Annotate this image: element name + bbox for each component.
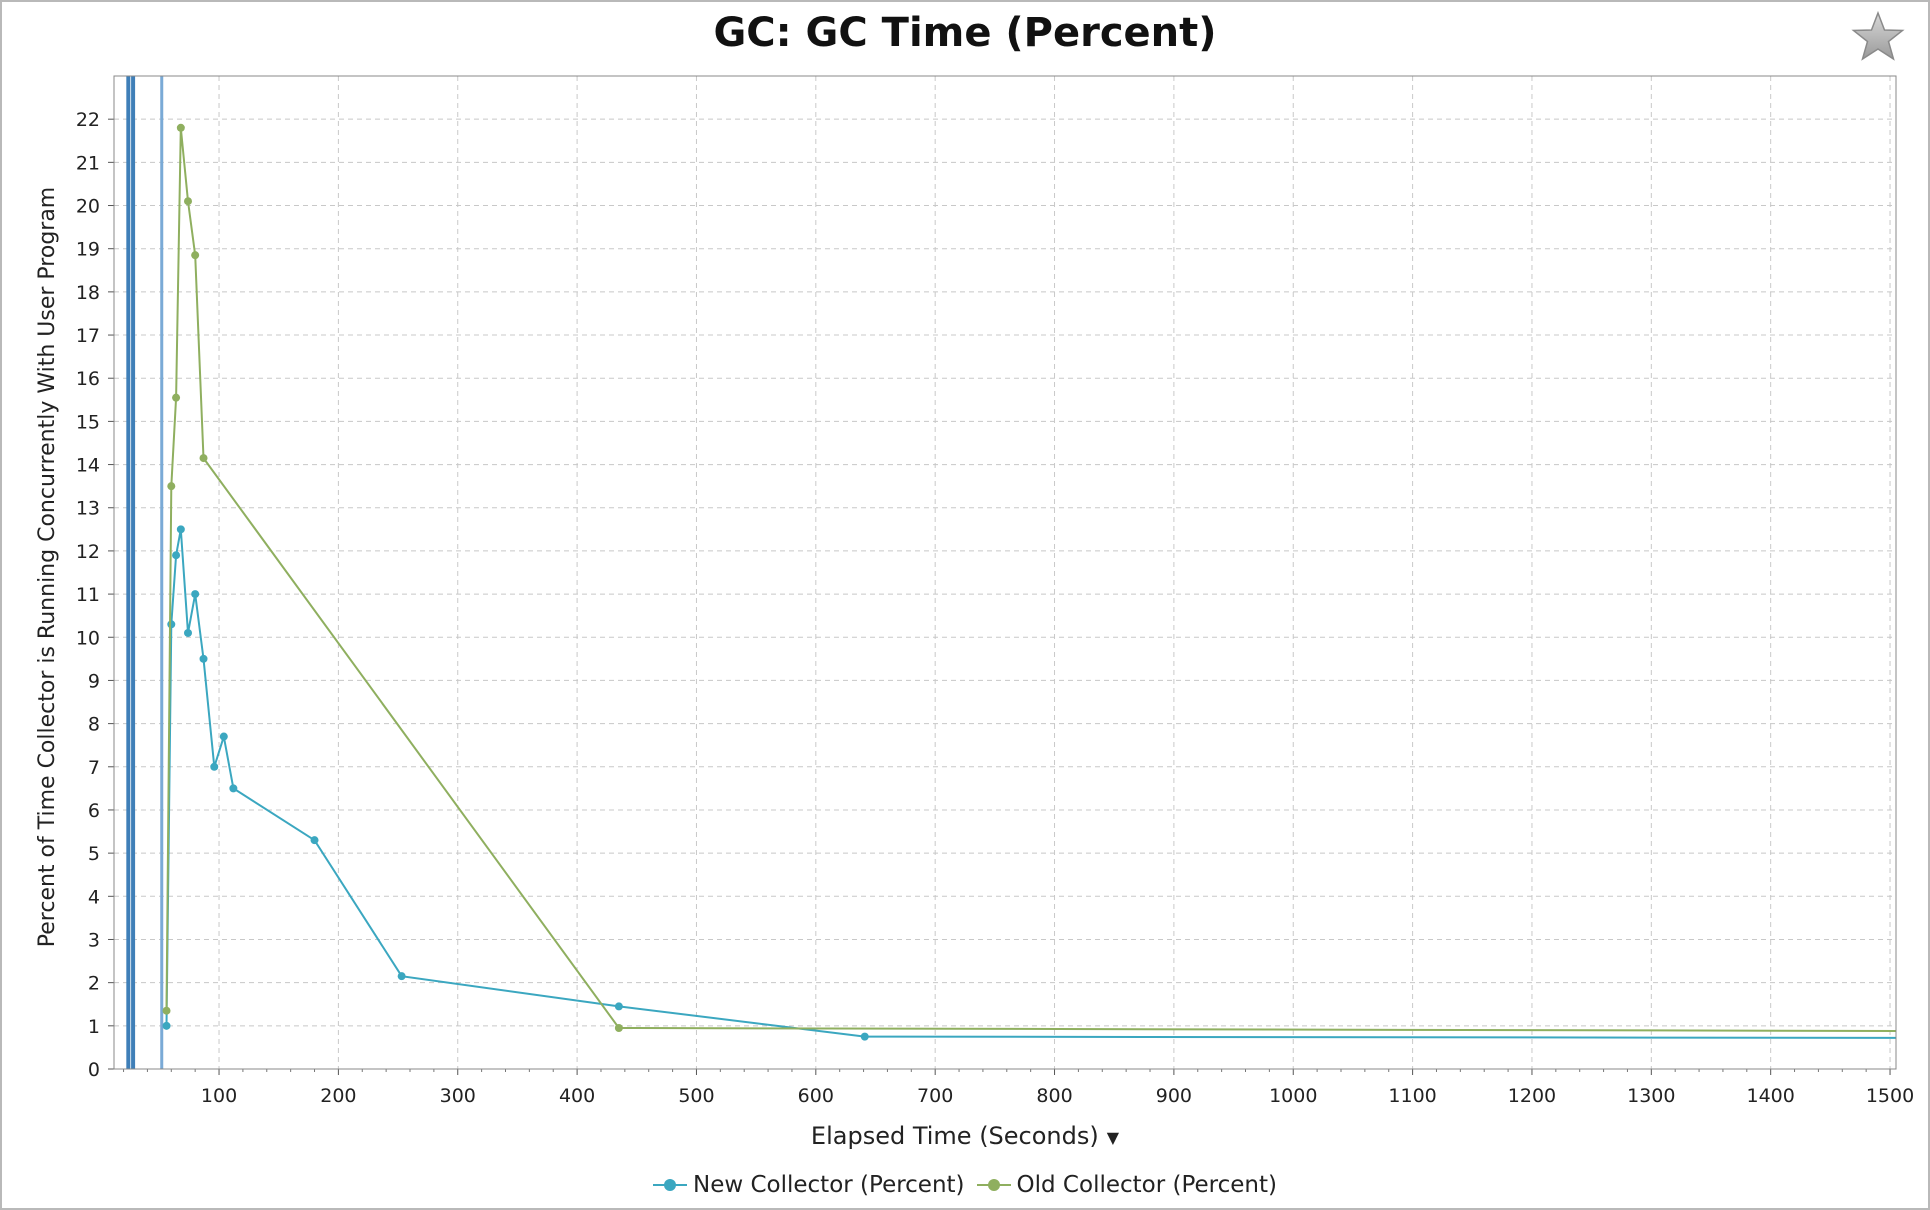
data-point — [176, 525, 185, 534]
x-tick-label: 500 — [678, 1085, 714, 1107]
y-tick-label: 10 — [76, 627, 100, 649]
y-tick-label: 18 — [76, 282, 100, 304]
data-point — [184, 628, 193, 637]
x-tick-label: 300 — [440, 1085, 476, 1107]
y-tick-label: 16 — [76, 368, 100, 390]
x-tick-label: 200 — [320, 1085, 356, 1107]
x-tick-label: 1200 — [1508, 1085, 1556, 1107]
x-axis-label[interactable]: Elapsed Time (Seconds) — [810, 1122, 1099, 1150]
x-tick-label: 100 — [201, 1085, 237, 1107]
chevron-down-icon[interactable]: ▼ — [1106, 1127, 1120, 1147]
plot-border — [113, 75, 1897, 1070]
y-tick-label: 14 — [76, 455, 100, 477]
vertical-markers — [126, 76, 164, 1069]
data-point — [310, 836, 319, 845]
y-axis-label: Percent of Time Collector is Running Con… — [35, 187, 60, 947]
y-tick-label: 5 — [88, 843, 100, 865]
data-point — [199, 654, 208, 663]
y-tick-label: 3 — [88, 929, 100, 951]
y-tick-label: 1 — [88, 1016, 100, 1038]
x-tick-label: 1000 — [1269, 1085, 1317, 1107]
chart-title: GC: GC Time (Percent) — [713, 10, 1217, 56]
data-point — [397, 972, 406, 981]
y-tick-label: 22 — [76, 109, 100, 131]
legend-swatch — [976, 1178, 1011, 1192]
grid — [114, 76, 1896, 1069]
legend-item[interactable]: New Collector (Percent) — [653, 1172, 965, 1198]
data-point — [191, 590, 200, 599]
series-0 — [162, 525, 1897, 1041]
data-point — [162, 1021, 171, 1030]
data-point — [219, 732, 228, 741]
y-tick-label: 9 — [88, 670, 100, 692]
data-point — [860, 1032, 869, 1041]
y-tick-label: 13 — [76, 498, 100, 520]
series-1 — [162, 123, 1897, 1032]
x-tick-label: 1300 — [1627, 1085, 1675, 1107]
legend-label: New Collector (Percent) — [693, 1172, 965, 1198]
y-tick-label: 8 — [88, 714, 100, 736]
y-tick-label: 2 — [88, 973, 100, 995]
y-tick-label: 6 — [88, 800, 100, 822]
y-tick-label: 0 — [88, 1059, 100, 1081]
data-point — [184, 197, 193, 206]
y-tick-label: 11 — [76, 584, 100, 606]
y-tick-label: 17 — [76, 325, 100, 347]
data-point — [199, 454, 208, 463]
plot-background — [114, 76, 1896, 1069]
y-tick-label: 19 — [76, 239, 100, 261]
x-tick-label: 800 — [1036, 1085, 1072, 1107]
x-tick-label: 1500 — [1866, 1085, 1914, 1107]
data-point — [176, 123, 185, 132]
x-tick-label: 700 — [917, 1085, 953, 1107]
y-tick-label: 20 — [76, 196, 100, 218]
x-tick-label: 900 — [1156, 1085, 1192, 1107]
data-point — [162, 1006, 171, 1015]
y-tick-label: 15 — [76, 411, 100, 433]
data-point — [210, 762, 219, 771]
y-tick-label: 12 — [76, 541, 100, 563]
data-point — [167, 482, 176, 491]
legend-label: Old Collector (Percent) — [1016, 1172, 1277, 1198]
star-icon[interactable] — [1850, 10, 1906, 66]
y-tick-label: 7 — [88, 757, 100, 779]
legend-swatch — [653, 1178, 687, 1192]
y-tick-label: 4 — [88, 886, 100, 908]
data-point — [191, 251, 200, 260]
data-point — [167, 620, 176, 629]
data-point — [614, 1002, 623, 1011]
x-tick-label: 1400 — [1746, 1085, 1794, 1107]
legend: New Collector (Percent) Old Collector (Pe… — [2, 1172, 1928, 1198]
legend-item[interactable]: Old Collector (Percent) — [976, 1172, 1277, 1198]
x-tick-label: 1100 — [1388, 1085, 1436, 1107]
x-tick-label: 600 — [798, 1085, 834, 1107]
x-tick-label: 400 — [559, 1085, 595, 1107]
data-point — [172, 393, 181, 402]
data-point — [229, 784, 238, 793]
series-layer — [162, 123, 1897, 1041]
data-point — [172, 551, 181, 560]
y-tick-label: 21 — [76, 152, 100, 174]
data-point — [614, 1023, 623, 1032]
